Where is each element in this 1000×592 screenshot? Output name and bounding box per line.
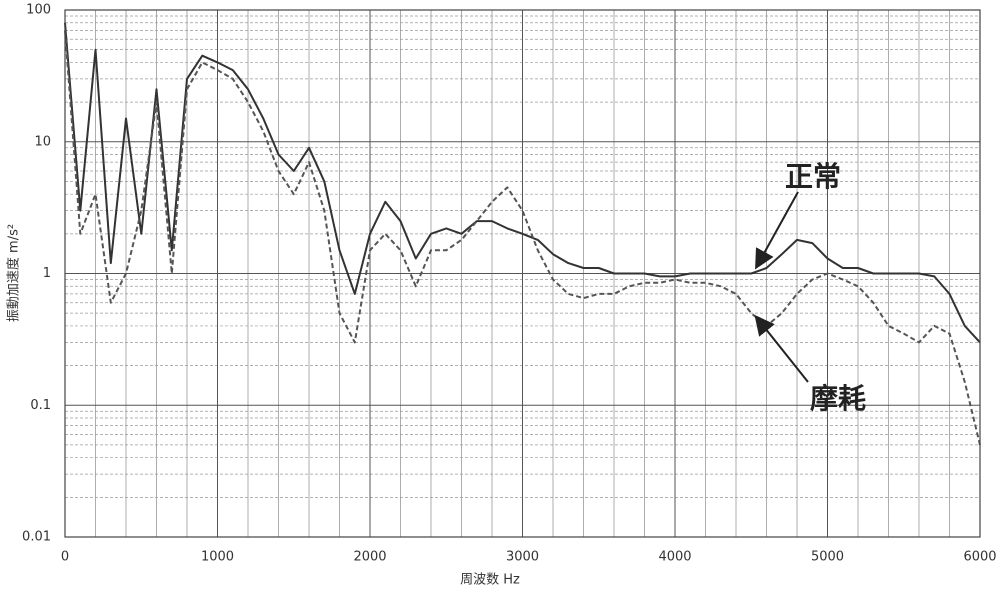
y-axis-label: 振動加速度 m/s²	[6, 224, 22, 322]
x-tick-label: 4000	[658, 550, 691, 565]
y-tick-label: 1	[43, 266, 51, 281]
x-tick-label: 2000	[353, 550, 386, 565]
y-tick-label: 10	[34, 134, 51, 149]
legend-label: 正常	[785, 160, 841, 193]
x-tick-label: 1000	[201, 550, 234, 565]
annotation-arrow	[755, 191, 799, 270]
plot-frame	[64, 9, 981, 538]
y-tick-label: 0.01	[22, 530, 51, 545]
x-tick-label: 5000	[811, 550, 844, 565]
y-tick-label: 100	[26, 3, 51, 18]
x-tick-label: 3000	[506, 550, 539, 565]
x-tick-label: 6000	[963, 550, 996, 565]
series-line	[64, 30, 981, 446]
series-line	[64, 22, 981, 344]
x-axis-label: 周波数 Hz	[460, 573, 520, 588]
legend-label: 摩耗	[810, 382, 866, 415]
annotation-arrow	[754, 314, 809, 383]
y-tick-label: 0.1	[30, 398, 51, 413]
x-tick-label: 0	[61, 550, 69, 565]
